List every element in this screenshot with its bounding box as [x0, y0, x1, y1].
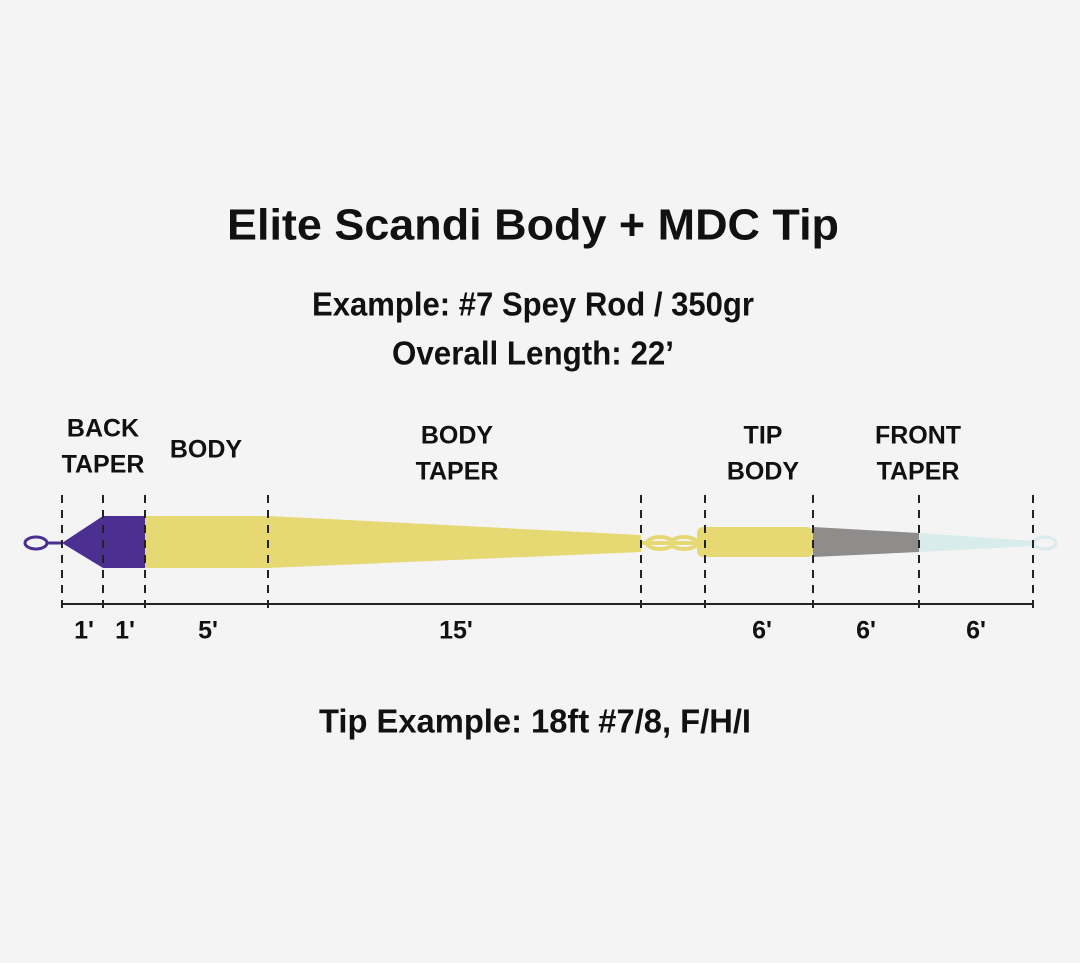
length-label: 1': [115, 617, 135, 645]
length-label: 6': [856, 617, 876, 645]
dividers: [61, 495, 1034, 612]
subtitle: Overall Length: 22’: [392, 335, 674, 372]
front-taper: [919, 533, 1033, 552]
tip-body: [697, 527, 813, 557]
length-label: 1': [74, 617, 94, 645]
section-label: TAPER: [416, 458, 499, 486]
length-label: 15': [439, 617, 473, 645]
body-taper: [268, 516, 641, 568]
length-label: 5': [198, 617, 218, 645]
subtitle: Example: #7 Spey Rod / 350gr: [312, 286, 754, 323]
section-label: BODY: [727, 458, 800, 486]
section-label: FRONT: [875, 422, 961, 450]
section-label: BODY: [170, 436, 243, 464]
tip-example: Tip Example: 18ft #7/8, F/H/I: [319, 703, 751, 740]
section-label: BACK: [67, 415, 139, 443]
length-label: 6': [752, 617, 772, 645]
section-label: TAPER: [877, 458, 960, 486]
section-label: TAPER: [62, 451, 145, 479]
body: [145, 516, 269, 568]
length-label: 6': [966, 617, 986, 645]
section-label: TIP: [744, 422, 783, 450]
tip-taper-gray: [813, 527, 919, 557]
section-label: BODY: [421, 422, 494, 450]
loop-connection: [641, 535, 700, 551]
title: Elite Scandi Body + MDC Tip: [227, 201, 839, 250]
